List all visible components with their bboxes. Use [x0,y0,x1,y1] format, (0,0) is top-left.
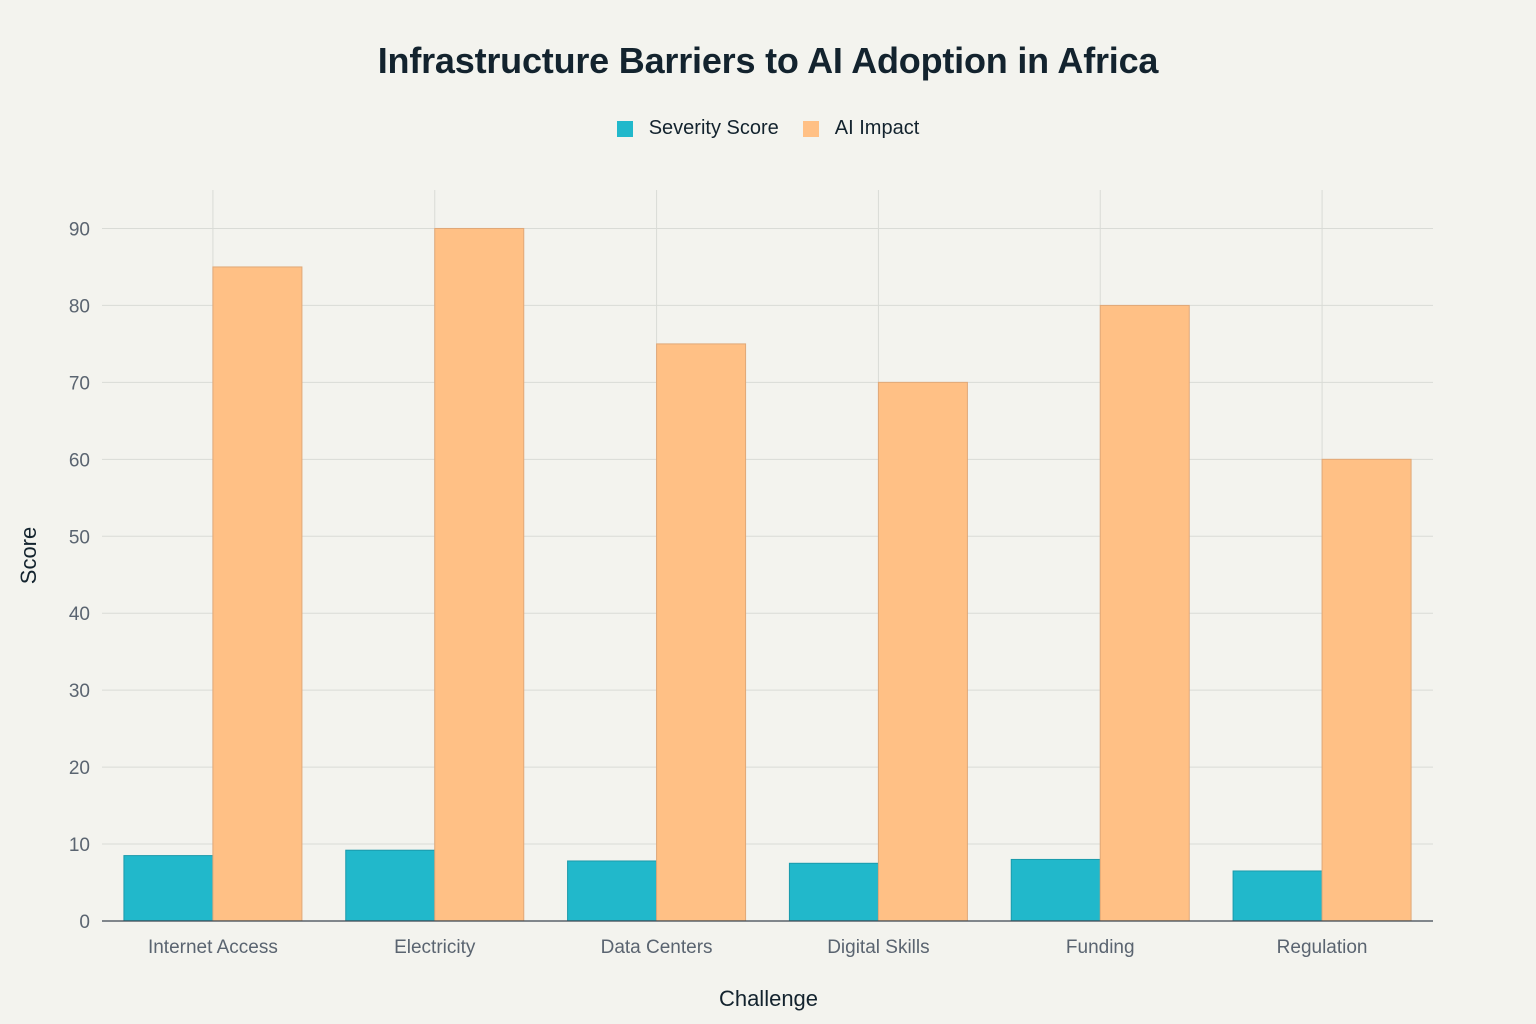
bar-ai-impact [434,227,525,922]
bar-severity-score [123,855,214,922]
bar-severity-score [788,862,879,922]
legend: Severity Score AI Impact [0,117,1536,140]
y-tick-label: 80 [69,296,90,317]
legend-swatch-severity-score [616,120,633,137]
bar-severity-score [1010,858,1101,922]
y-tick-label: 0 [79,912,90,933]
y-tick-label: 40 [69,604,90,625]
y-tick-label: 60 [69,450,90,471]
x-tick-label: Electricity [394,937,476,958]
legend-label-ai-impact: AI Impact [834,117,920,139]
x-tick-label: Funding [1066,937,1135,958]
legend-item-severity-score[interactable]: Severity Score [616,117,779,140]
x-tick-label: Internet Access [148,937,278,958]
legend-swatch-ai-impact [802,120,819,137]
y-tick-label: 10 [69,835,90,856]
y-tick-label: 70 [69,373,90,394]
bar-ai-impact [212,266,303,922]
bar-severity-score [345,849,436,922]
x-tick-label: Data Centers [601,937,713,958]
legend-item-ai-impact[interactable]: AI Impact [802,117,920,140]
chart-title: Infrastructure Barriers to AI Adoption i… [377,40,1159,81]
bar-ai-impact [877,381,968,922]
bar-ai-impact [1099,304,1190,922]
x-tick-label: Digital Skills [827,937,929,958]
bar-severity-score [567,860,658,922]
bar-severity-score [1232,870,1323,922]
x-tick-label: Regulation [1277,937,1368,958]
y-tick-label: 30 [69,681,90,702]
y-tick-label: 50 [69,527,90,548]
legend-label-severity-score: Severity Score [648,117,779,139]
y-axis-title: Score [16,527,41,584]
x-axis-title: Challenge [719,986,818,1011]
bar-ai-impact [656,343,747,922]
y-tick-label: 90 [69,219,90,240]
bar-ai-impact [1321,458,1412,922]
y-tick-label: 20 [69,758,90,779]
